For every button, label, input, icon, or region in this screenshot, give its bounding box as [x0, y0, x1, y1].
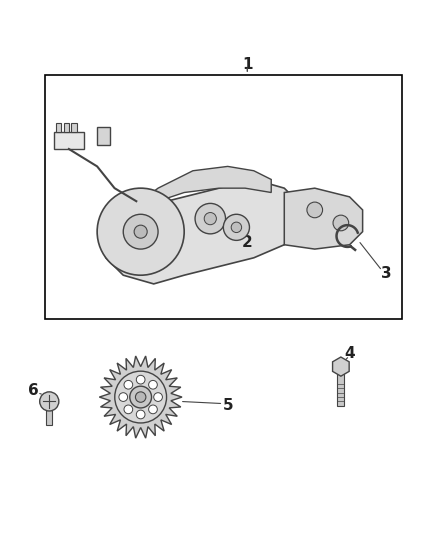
- Bar: [46, 409, 52, 425]
- Bar: [56, 123, 61, 132]
- Polygon shape: [102, 180, 297, 284]
- Circle shape: [136, 410, 145, 419]
- Text: 2: 2: [242, 235, 253, 250]
- Circle shape: [134, 225, 147, 238]
- Bar: [45, 75, 402, 319]
- Text: 3: 3: [381, 265, 392, 280]
- Text: 5: 5: [223, 398, 233, 413]
- Circle shape: [124, 405, 133, 414]
- Circle shape: [154, 393, 162, 401]
- Polygon shape: [97, 127, 110, 144]
- Circle shape: [97, 188, 184, 275]
- Polygon shape: [284, 188, 363, 249]
- Circle shape: [148, 405, 157, 414]
- Circle shape: [119, 393, 127, 401]
- Circle shape: [130, 386, 152, 408]
- Polygon shape: [141, 166, 271, 201]
- Circle shape: [195, 204, 226, 234]
- Circle shape: [204, 213, 216, 225]
- Circle shape: [135, 392, 146, 402]
- Circle shape: [124, 381, 133, 389]
- Bar: [337, 367, 344, 406]
- Circle shape: [223, 214, 250, 240]
- Circle shape: [148, 381, 157, 389]
- Text: 1: 1: [242, 56, 253, 71]
- Circle shape: [231, 222, 242, 232]
- Bar: [64, 123, 69, 132]
- Text: 4: 4: [344, 346, 355, 361]
- Circle shape: [307, 202, 322, 218]
- Circle shape: [40, 392, 59, 411]
- Bar: [71, 123, 77, 132]
- Circle shape: [136, 375, 145, 384]
- Circle shape: [333, 215, 349, 231]
- Circle shape: [123, 214, 158, 249]
- Polygon shape: [99, 356, 182, 438]
- Text: 6: 6: [28, 383, 39, 398]
- Polygon shape: [332, 357, 349, 376]
- Bar: [53, 132, 84, 149]
- Circle shape: [115, 371, 166, 423]
